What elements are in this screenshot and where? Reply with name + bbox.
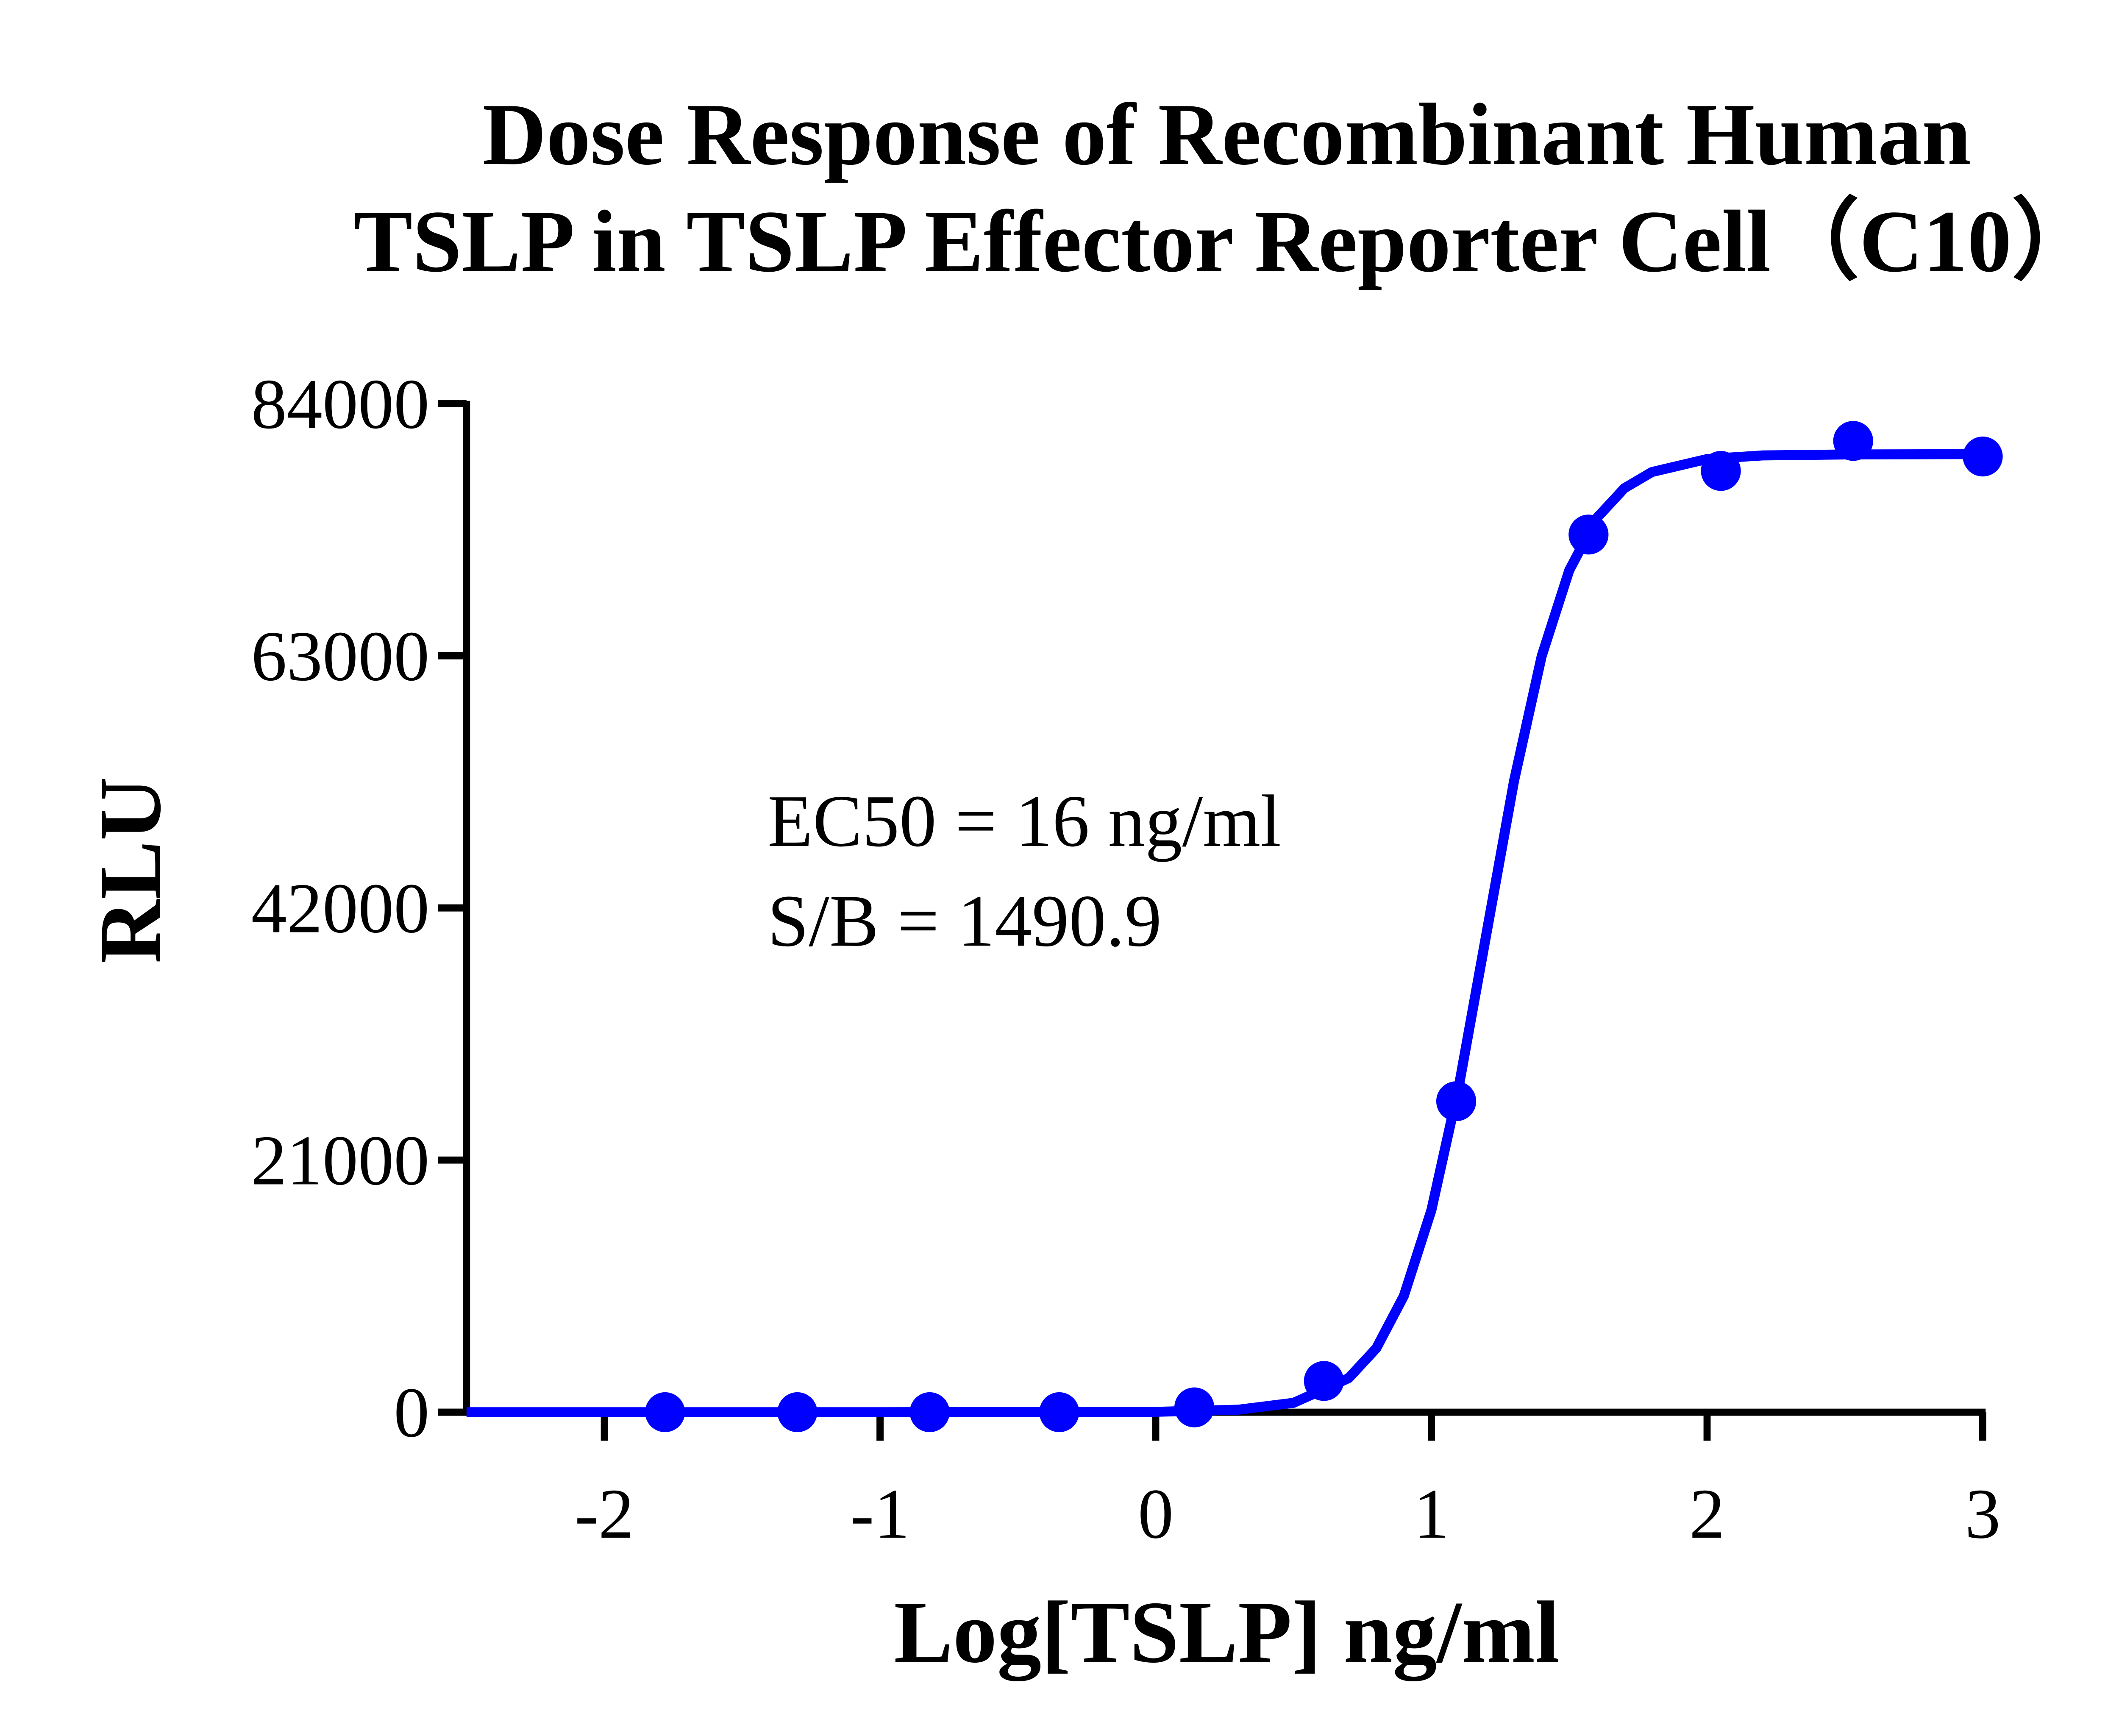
annotation: S/B = 1490.9	[768, 879, 1162, 962]
y-tick-label: 0	[394, 1373, 429, 1452]
data-point	[777, 1392, 818, 1433]
data-point	[645, 1392, 685, 1433]
y-axis-label: RLU	[81, 777, 179, 964]
data-point	[1304, 1361, 1344, 1401]
x-tick-label: -2	[575, 1474, 634, 1553]
fit-curve	[466, 449, 1983, 1417]
chart-title: TSLP in TSLP Effector Reporter Cell（C10）	[353, 192, 2100, 290]
x-tick-label: 0	[1138, 1474, 1174, 1553]
data-point	[909, 1392, 950, 1433]
data-point	[1039, 1392, 1079, 1433]
x-tick-label: 1	[1413, 1474, 1449, 1553]
chart-title: Dose Response of Recombinant Human	[482, 86, 1971, 184]
y-tick-label: 63000	[251, 617, 430, 696]
data-point	[1174, 1387, 1215, 1427]
data-point	[1568, 515, 1609, 555]
y-tick-label: 21000	[251, 1121, 430, 1200]
annotation: EC50 = 16 ng/ml	[768, 780, 1281, 862]
x-tick-label: -1	[850, 1474, 909, 1553]
data-point	[1833, 421, 1873, 461]
data-point	[1701, 451, 1741, 491]
y-tick-label: 84000	[251, 365, 430, 444]
x-tick-label: 3	[1965, 1474, 2000, 1553]
data-point	[1963, 437, 2003, 477]
y-tick-label: 42000	[251, 869, 430, 948]
data-point	[1436, 1081, 1477, 1121]
x-axis-label: Log[TSLP] ng/ml	[894, 1583, 1560, 1681]
x-tick-label: 2	[1689, 1474, 1725, 1553]
